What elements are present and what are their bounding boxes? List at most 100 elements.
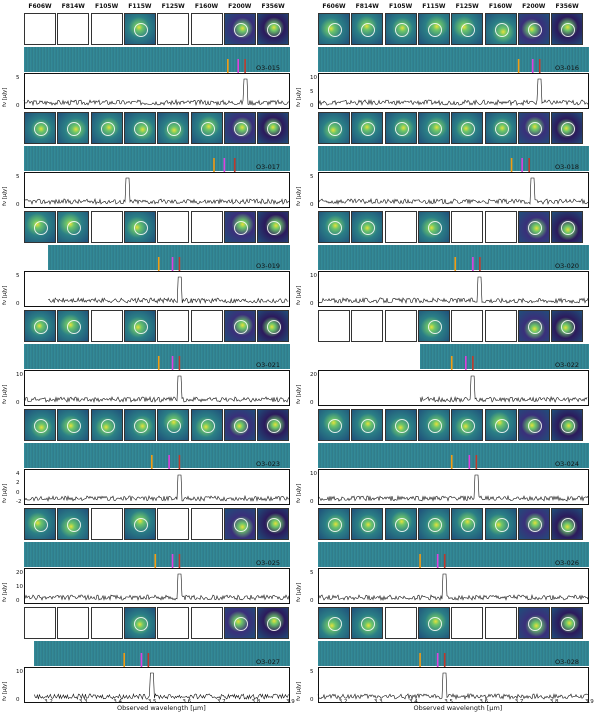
- x-tick-label: 3.7: [514, 699, 524, 705]
- aperture-circle: [233, 23, 248, 37]
- stamp-f115w: [123, 607, 156, 639]
- y-tick-label: 5: [310, 89, 314, 95]
- x-tick-label: 3.9: [585, 699, 594, 705]
- stamp-f814w: [351, 112, 384, 144]
- spectrum-2d: [420, 344, 589, 369]
- y-tick-label: 0: [16, 202, 20, 208]
- stamp-f606w: [318, 211, 350, 243]
- aperture-circle: [427, 617, 442, 631]
- stamp-f125w: [451, 508, 484, 540]
- y-tick-label: 0: [16, 301, 20, 307]
- stamp-f606w: [24, 508, 56, 540]
- stamp-f160w: [484, 409, 517, 441]
- aperture-circle: [233, 419, 248, 433]
- y-tick-label: 2: [16, 480, 20, 487]
- stamp-f814w: [351, 310, 384, 342]
- aperture-circle: [461, 518, 476, 532]
- stamp-f160w: [190, 310, 223, 342]
- filter-label-f105w: F105W: [94, 3, 119, 10]
- filter-label-f606w: F606W: [28, 3, 52, 10]
- y-tick-label: 0: [310, 697, 314, 703]
- aperture-circle: [233, 518, 248, 532]
- stamp-f105w: [384, 13, 417, 45]
- object-id: O3-024: [555, 460, 580, 468]
- aperture-circle: [494, 122, 509, 136]
- stamp-f160w: [190, 112, 223, 144]
- stamp-f115w: [417, 508, 450, 540]
- stamp-f356w: [551, 211, 584, 243]
- stamp-f105w: [384, 112, 417, 144]
- spectrum-2d: [24, 443, 290, 468]
- stamp-f125w: [157, 607, 190, 639]
- y-tick-label: 0: [16, 489, 20, 496]
- stamp-f814w: [351, 13, 384, 45]
- stamp-f105w: [90, 310, 123, 342]
- spectrum-trace: [48, 276, 289, 305]
- stamp-f200w: [223, 13, 256, 45]
- aperture-circle: [328, 518, 342, 532]
- spectrum-1d-plot: [24, 667, 290, 703]
- aperture-circle: [34, 518, 48, 532]
- aperture-circle: [267, 23, 282, 37]
- aperture-circle: [427, 419, 442, 433]
- aperture-circle: [328, 23, 342, 37]
- y-tick-label: 0: [310, 499, 314, 505]
- stamp-f105w: [90, 13, 123, 45]
- aperture-circle: [461, 23, 476, 37]
- aperture-circle: [361, 23, 376, 37]
- y-tick-label: -2: [16, 499, 22, 505]
- y-tick-label: 5: [16, 75, 20, 81]
- stamp-f160w: [484, 13, 517, 45]
- aperture-circle: [561, 122, 576, 136]
- aperture-circle: [527, 122, 542, 136]
- stamp-f356w: [257, 112, 290, 144]
- y-tick-label: 10: [16, 584, 23, 590]
- y-tick-label: 10: [310, 471, 317, 477]
- aperture-circle: [133, 221, 148, 235]
- stamp-f814w: [351, 508, 384, 540]
- stamp-f105w: [90, 211, 123, 243]
- aperture-circle: [233, 221, 248, 235]
- stamp-f814w: [57, 112, 90, 144]
- stamp-f125w: [451, 112, 484, 144]
- stamp-f125w: [451, 409, 484, 441]
- aperture-circle: [200, 122, 215, 136]
- spectrum-trace: [23, 177, 290, 205]
- stamp-f115w: [417, 112, 450, 144]
- object-id: O3-019: [256, 262, 281, 270]
- stamp-f125w: [157, 13, 190, 45]
- object-id: O3-016: [555, 64, 580, 72]
- stamp-f115w: [417, 409, 450, 441]
- spectrum-trace: [23, 573, 290, 601]
- stamp-f105w: [384, 508, 417, 540]
- stamp-f125w: [451, 13, 484, 45]
- spectrum-1d-plot: [318, 667, 589, 703]
- aperture-circle: [427, 23, 442, 37]
- stamp-f606w: [24, 112, 56, 144]
- aperture-circle: [427, 518, 442, 532]
- aperture-circle: [267, 320, 282, 334]
- x-tick-label: 3.8: [549, 699, 559, 705]
- stamp-f200w: [517, 607, 550, 639]
- spectrum-trace: [317, 177, 589, 205]
- aperture-circle: [561, 320, 576, 334]
- stamp-f115w: [123, 508, 156, 540]
- x-tick-label: 3.8: [251, 699, 261, 705]
- stamp-f356w: [257, 607, 290, 639]
- stamp-f200w: [517, 508, 550, 540]
- aperture-circle: [394, 419, 409, 433]
- y-tick-label: 10: [16, 669, 23, 675]
- stamp-f814w: [57, 508, 90, 540]
- aperture-circle: [361, 617, 376, 631]
- stamp-f160w: [484, 310, 517, 342]
- spectrum-trace: [419, 375, 588, 404]
- stamp-f356w: [551, 13, 584, 45]
- aperture-circle: [133, 122, 148, 136]
- object-id: O3-028: [555, 658, 580, 666]
- x-tick-label: 3.4: [409, 699, 418, 705]
